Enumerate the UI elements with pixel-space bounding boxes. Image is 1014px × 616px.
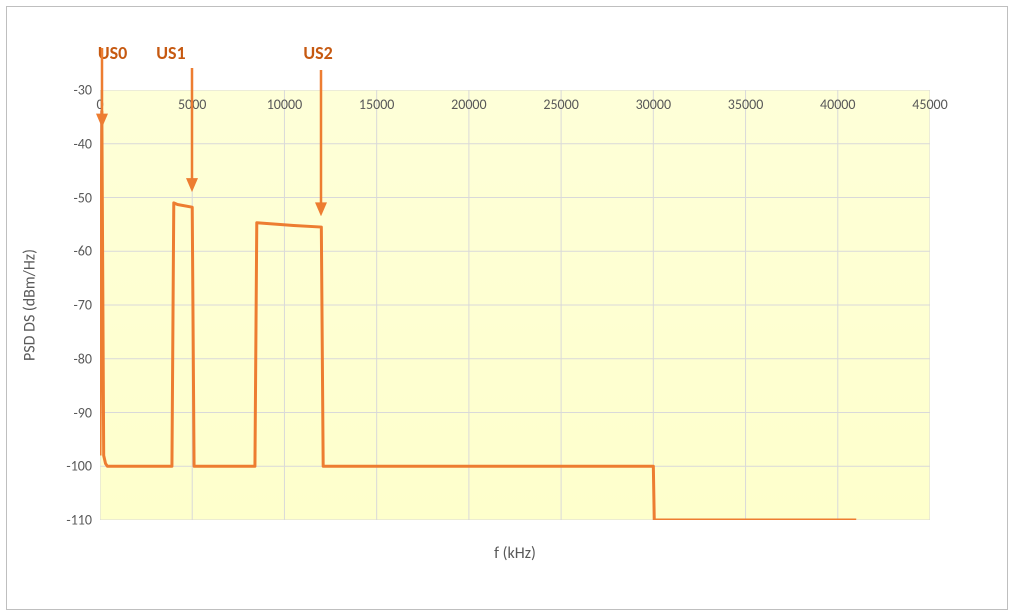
annotation-label: US2 xyxy=(303,42,332,64)
x-tick-label: 25000 xyxy=(543,96,578,113)
x-tick-label: 10000 xyxy=(267,96,302,113)
y-tick-label: -110 xyxy=(66,512,92,529)
plot-svg xyxy=(100,90,930,520)
y-tick-label: -30 xyxy=(74,82,92,99)
y-tick-label: -40 xyxy=(74,135,92,152)
y-tick-label: -100 xyxy=(66,458,92,475)
y-tick-label: -90 xyxy=(74,404,92,421)
plot-area xyxy=(100,90,930,520)
x-axis-label: f (kHz) xyxy=(494,544,536,563)
annotation-arrow xyxy=(183,68,201,192)
x-tick-label: 15000 xyxy=(359,96,394,113)
psd-chart: f (kHz) PSD DS (dBm/Hz) 0500010000150002… xyxy=(0,0,1014,616)
x-tick-label: 30000 xyxy=(636,96,671,113)
x-tick-label: 45000 xyxy=(912,96,947,113)
y-tick-label: -80 xyxy=(74,350,92,367)
x-tick-label: 40000 xyxy=(820,96,855,113)
y-tick-label: -70 xyxy=(74,297,92,314)
y-tick-label: -50 xyxy=(74,189,92,206)
x-tick-label: 20000 xyxy=(451,96,486,113)
y-tick-label: -60 xyxy=(74,243,92,260)
annotation-arrow xyxy=(93,48,111,128)
x-tick-label: 35000 xyxy=(728,96,763,113)
annotation-label: US1 xyxy=(156,42,185,64)
annotation-arrow xyxy=(312,70,330,216)
y-axis-label: PSD DS (dBm/Hz) xyxy=(21,249,40,361)
